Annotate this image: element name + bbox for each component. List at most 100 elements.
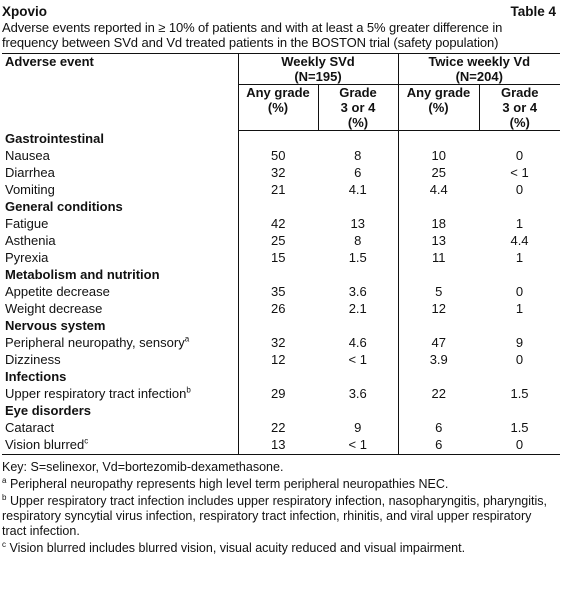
event-cell: Upper respiratory tract infectionb <box>2 386 238 403</box>
footnote-mark: b <box>2 492 7 502</box>
footnote: b Upper respiratory tract infection incl… <box>2 492 556 539</box>
subheader-row: Any grade (%) Grade 3 or 4 (%) Any grade (%) Gr… <box>2 84 561 131</box>
empty-cell <box>237 130 318 148</box>
data-row: Nausea 50 8 10 0 <box>2 148 560 165</box>
group-n: (N=204) <box>455 69 503 84</box>
value-cell: 4.1 <box>348 182 367 197</box>
value-cell: 18 <box>397 216 479 233</box>
section-name: Nervous system <box>5 318 106 333</box>
group-header: Weekly SVd (N=195) <box>237 53 398 85</box>
event-cell: Appetite decrease <box>2 284 238 301</box>
data-row: Asthenia 25 8 13 4.4 <box>2 233 560 250</box>
section-name: Gastrointestinal <box>5 130 104 146</box>
value-cell: 4.4 <box>510 233 529 248</box>
event-name: Vomiting <box>5 182 55 197</box>
value-cell: 26 <box>237 301 318 318</box>
data-row: Vomiting 21 4.1 4.4 0 <box>2 182 560 199</box>
value-cell: 25 <box>237 233 318 250</box>
value-cell: 6 <box>397 437 479 455</box>
empty-cell <box>479 267 560 284</box>
subheader-text: Grade <box>339 85 377 100</box>
subheader-text: Grade <box>500 85 539 100</box>
event-name: Vision blurred <box>5 437 85 452</box>
event-cell: Vision blurredc <box>2 437 238 455</box>
data-row: Weight decrease 26 2.1 12 1 <box>2 301 560 318</box>
footnote-text: Vision blurred includes blurred vision, … <box>9 541 466 555</box>
data-row: Diarrhea 32 6 25 < 1 <box>2 165 560 182</box>
value-cell: 1.5 <box>510 386 529 401</box>
group-name: Twice weekly Vd <box>428 54 531 69</box>
empty-cell <box>397 318 479 335</box>
footnote: c Vision blurred includes blurred vision… <box>2 539 556 556</box>
footnote-text: Peripheral neuropathy represents high le… <box>9 477 449 491</box>
event-name: Pyrexia <box>5 250 49 265</box>
caption: Adverse events reported in ≥ 10% of pati… <box>2 20 503 50</box>
event-cell: Cataract <box>2 420 238 437</box>
subheader-cell: Grade 3 or 4 (%) <box>317 84 398 131</box>
event-cell: Asthenia <box>2 233 238 250</box>
subheader-text: (%) <box>428 100 449 115</box>
event-cell: Fatigue <box>2 216 238 233</box>
value-cell: 42 <box>237 216 318 233</box>
empty-cell <box>318 403 398 420</box>
event-name: Fatigue <box>5 216 49 231</box>
event-name: Dizziness <box>5 352 61 367</box>
value-cell: 13 <box>350 216 365 231</box>
event-name: Upper respiratory tract infection <box>5 386 187 401</box>
data-row: Peripheral neuropathy, sensorya 32 4.6 47 9 <box>2 335 560 352</box>
data-row: Dizziness 12 < 1 3.9 0 <box>2 352 560 369</box>
column-header: Adverse event <box>2 53 238 131</box>
event-cell: Dizziness <box>2 352 238 369</box>
value-cell: 0 <box>515 352 524 367</box>
section-name: Infections <box>5 369 67 384</box>
footnote: a Peripheral neuropathy represents high … <box>2 476 556 492</box>
empty-cell <box>397 130 479 148</box>
table-label: Table 4 <box>510 4 556 19</box>
section-row: Infections <box>2 369 560 386</box>
empty-cell <box>237 267 318 284</box>
event-name: Peripheral neuropathy, sensory <box>5 335 185 350</box>
value-cell: 2.1 <box>348 301 367 316</box>
value-cell: 10 <box>397 148 479 165</box>
title: Xpovio <box>2 4 48 19</box>
group-header: Twice weekly Vd (N=204) <box>397 53 561 85</box>
footnote-mark: c <box>2 539 6 549</box>
value-cell: 6 <box>397 420 479 437</box>
value-cell: 12 <box>237 352 318 369</box>
subheader-text: Any grade <box>406 85 471 100</box>
value-cell: 50 <box>237 148 318 165</box>
empty-cell <box>318 318 398 335</box>
value-cell: 0 <box>479 437 561 455</box>
subheader-text: (%) <box>347 115 369 130</box>
value-cell: 22 <box>237 420 318 437</box>
value-cell: 21 <box>237 182 318 199</box>
group-name: Weekly SVd <box>281 54 355 69</box>
value-cell: 35 <box>237 284 318 301</box>
event-cell: Pyrexia <box>2 250 238 267</box>
value-cell: 25 <box>397 165 479 182</box>
value-cell: 11 <box>397 250 479 267</box>
value-cell: 22 <box>397 386 479 403</box>
footnote-text: Upper respiratory tract infection includ… <box>2 494 548 538</box>
section-row: Nervous system <box>2 318 560 335</box>
footnotes: Key: S=selinexor, Vd=bortezomib-dexameth… <box>2 460 556 556</box>
event-cell: Vomiting <box>2 182 238 199</box>
table-body: Gastrointestinal Nausea 50 8 10 0 Diarrhea 32 6 2… <box>2 130 561 455</box>
subheader-text: (%) <box>509 115 530 130</box>
value-cell: 9 <box>354 420 362 435</box>
section-row: Gastrointestinal <box>2 130 560 148</box>
empty-cell <box>479 318 560 335</box>
value-cell: 13 <box>237 437 318 455</box>
data-row: Fatigue 42 13 18 1 <box>2 216 560 233</box>
empty-cell <box>479 199 560 216</box>
event-cell: Diarrhea <box>2 165 238 182</box>
value-cell: 8 <box>354 233 362 248</box>
value-cell: < 1 <box>348 352 367 367</box>
section-row: General conditions <box>2 199 560 216</box>
empty-cell <box>237 369 318 386</box>
footnote-mark: a <box>184 334 190 344</box>
group-n: (N=195) <box>294 69 342 84</box>
section-name: Eye disorders <box>5 403 91 418</box>
subheader-cell: Grade 3 or 4 (%) <box>478 84 561 131</box>
